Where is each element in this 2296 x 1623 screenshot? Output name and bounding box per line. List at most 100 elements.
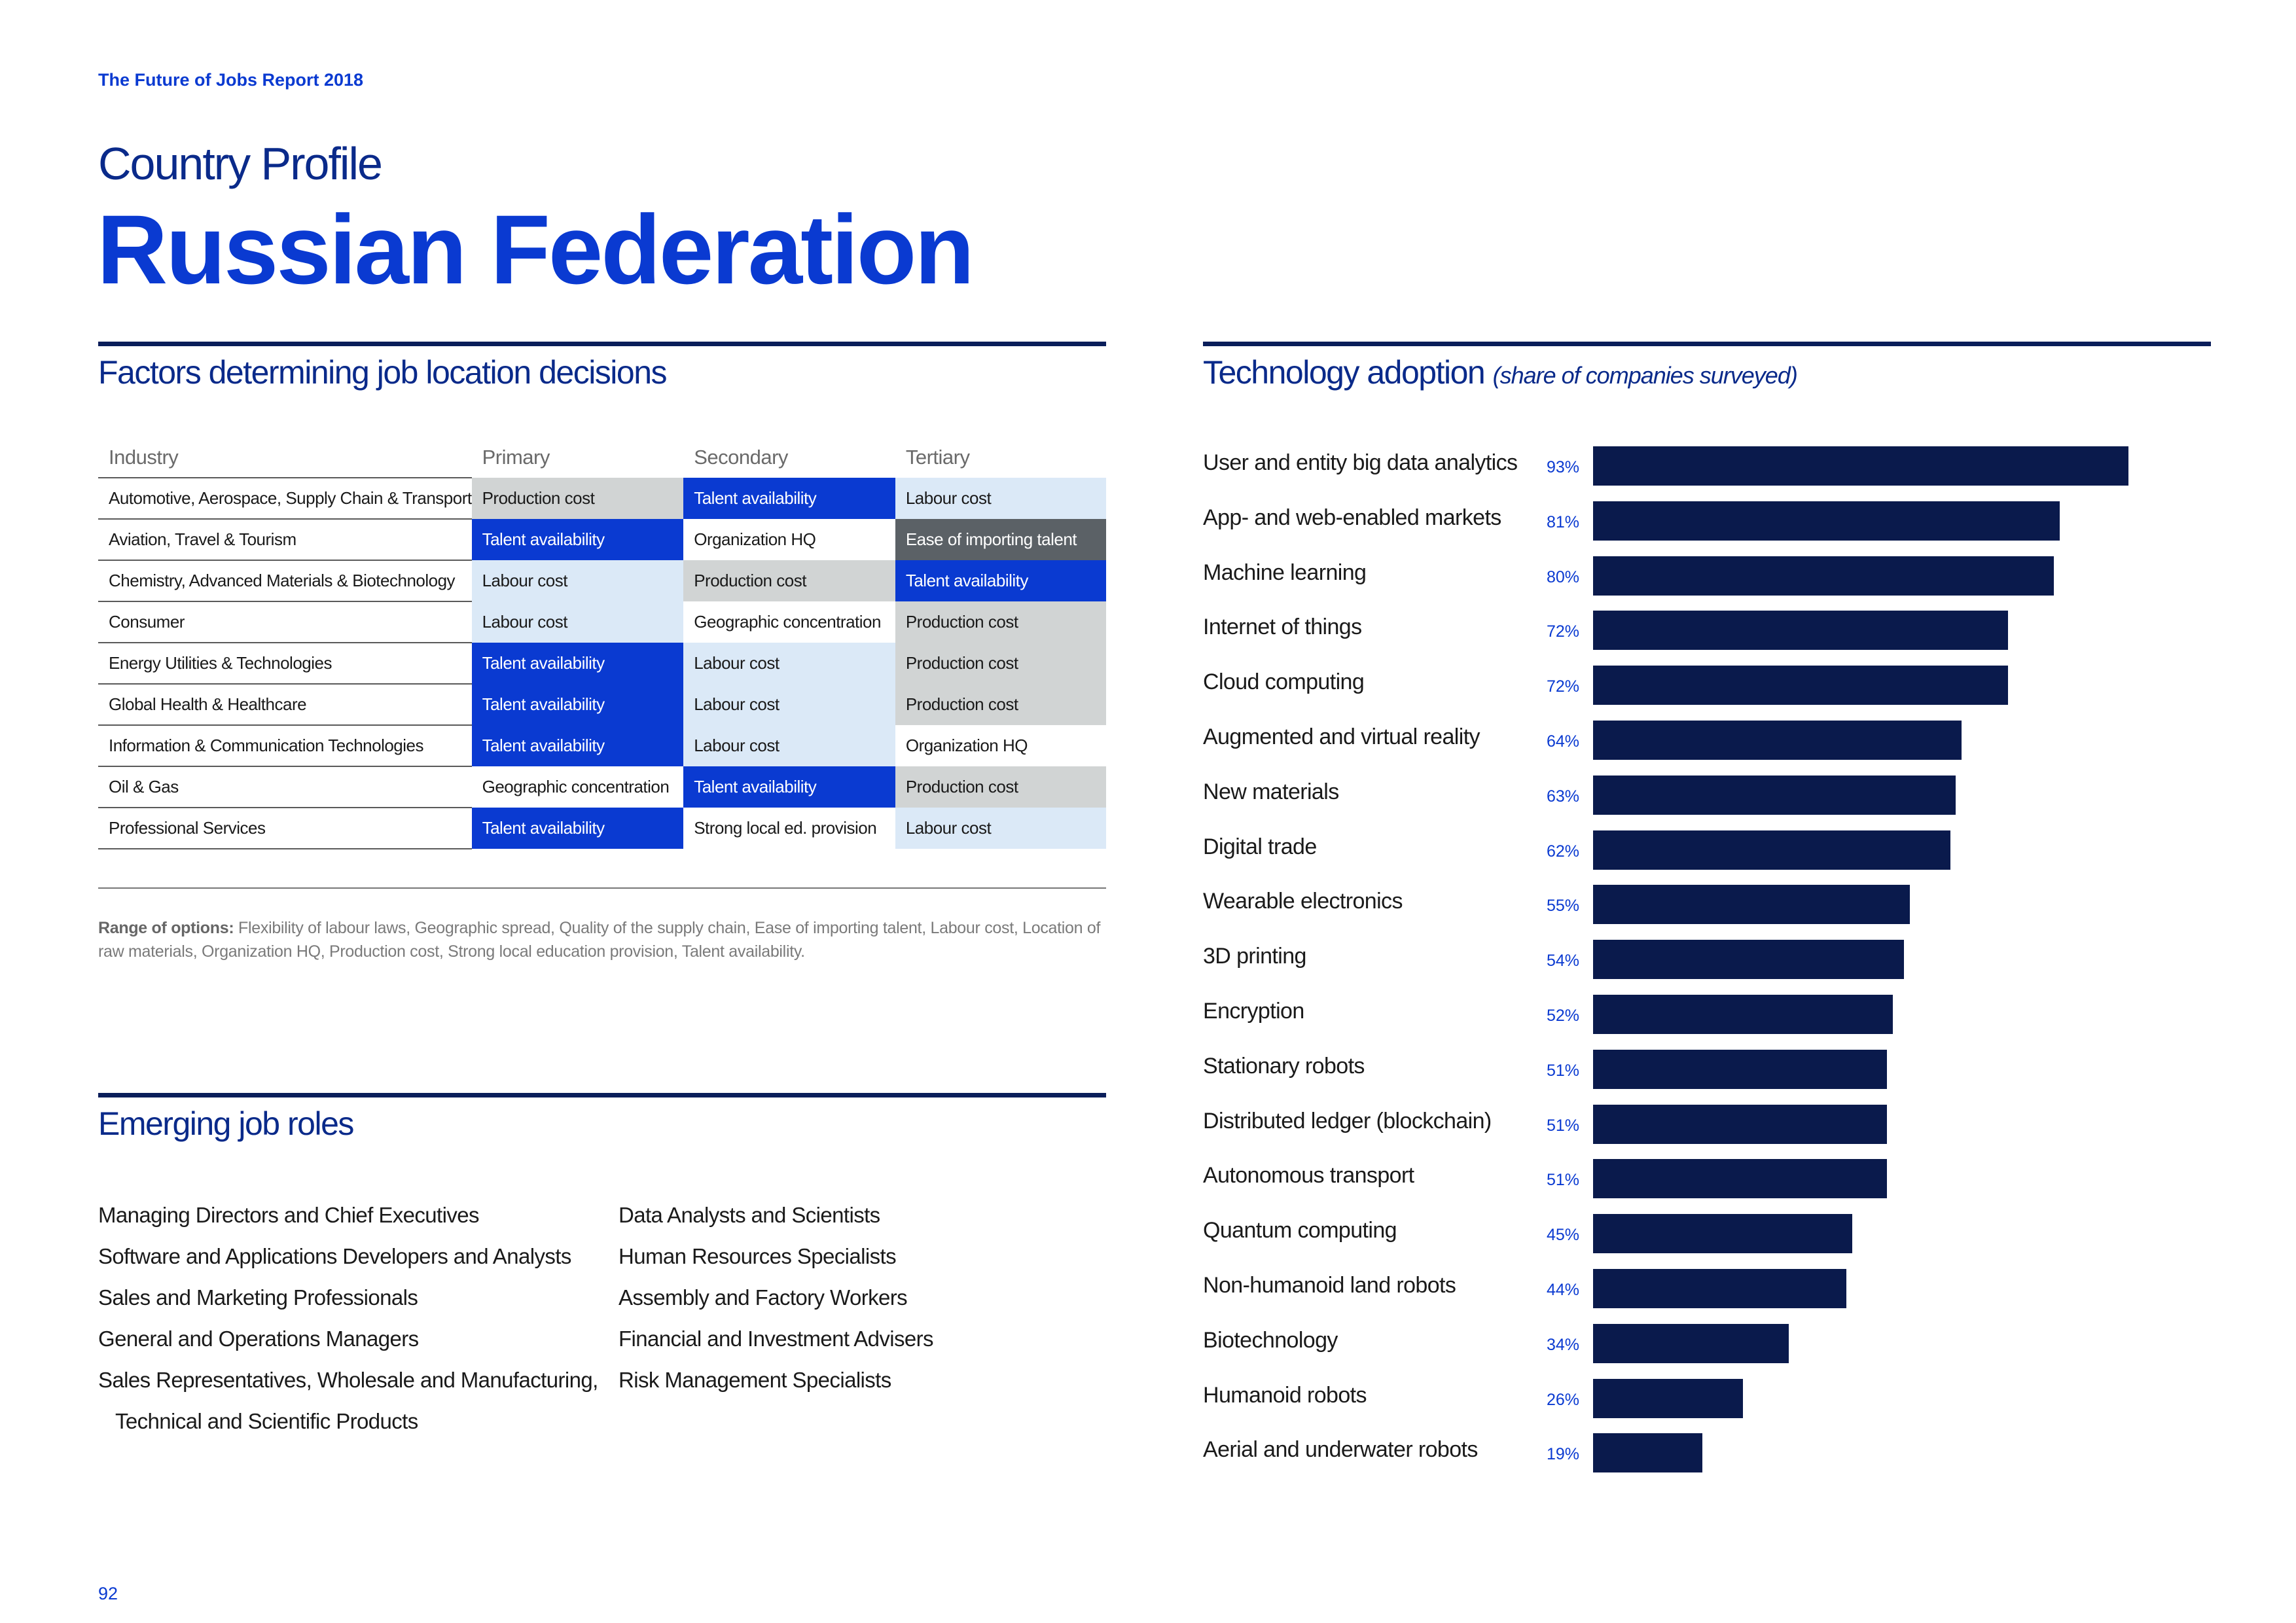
chart-row: App- and web-enabled markets 81% — [1203, 501, 2185, 541]
factors-rule — [98, 342, 1106, 346]
bar — [1593, 611, 2008, 650]
page-title: Russian Federation — [97, 194, 975, 304]
industry-cell: Information & Communication Technologies — [98, 724, 472, 766]
primary-cell: Talent availability — [471, 519, 684, 560]
secondary-cell: Labour cost — [683, 643, 895, 684]
secondary-cell: Labour cost — [683, 684, 895, 725]
bar-category-label: Distributed ledger (blockchain) — [1203, 1109, 1492, 1133]
bar-value-label: 51% — [1547, 1171, 1580, 1189]
primary-cell: Talent availability — [471, 643, 684, 684]
bar-category-label: 3D printing — [1203, 944, 1306, 969]
factors-divider — [98, 887, 1106, 889]
col-header-industry: Industry — [109, 445, 179, 469]
chart-row: Machine learning 80% — [1203, 556, 2185, 596]
bar — [1593, 501, 2060, 541]
tertiary-cell: Labour cost — [895, 478, 1106, 519]
primary-cell: Production cost — [471, 478, 684, 519]
bar-category-label: Non-humanoid land robots — [1203, 1273, 1456, 1298]
bar-category-label: User and entity big data analytics — [1203, 450, 1518, 475]
tech-title-main: Technology adoption — [1203, 354, 1486, 391]
chart-row: Encryption 52% — [1203, 995, 2185, 1034]
list-item: General and Operations Managers — [98, 1327, 419, 1351]
chart-row: New materials 63% — [1203, 776, 2185, 815]
chart-row: Internet of things 72% — [1203, 611, 2185, 650]
bar-category-label: Internet of things — [1203, 615, 1362, 639]
bar — [1593, 556, 2054, 596]
roles-list-left: Managing Directors and Chief Executives … — [98, 1194, 598, 1442]
range-label: Range of options: — [98, 919, 234, 937]
bar-value-label: 52% — [1547, 1007, 1580, 1025]
bar-value-label: 51% — [1547, 1061, 1580, 1080]
secondary-cell: Labour cost — [683, 725, 895, 766]
bar-category-label: Biotechnology — [1203, 1328, 1338, 1353]
chart-row: Augmented and virtual reality 64% — [1203, 721, 2185, 760]
table-row: Global Health & Healthcare Talent availa… — [98, 683, 1106, 725]
table-row: Information & Communication Technologies… — [98, 724, 1106, 766]
industry-cell: Global Health & Healthcare — [98, 683, 472, 725]
bar — [1593, 885, 1910, 924]
secondary-cell: Geographic concentration — [683, 601, 895, 643]
bar-value-label: 63% — [1547, 787, 1580, 806]
bar-value-label: 64% — [1547, 732, 1580, 751]
primary-cell: Labour cost — [471, 601, 684, 643]
industry-cell: Professional Services — [98, 807, 472, 849]
tech-subtitle: (share of companies surveyed) — [1492, 362, 1798, 389]
chart-row: Quantum computing 45% — [1203, 1214, 2185, 1253]
bar-category-label: Quantum computing — [1203, 1218, 1397, 1243]
chart-row: Aerial and underwater robots 19% — [1203, 1433, 2185, 1472]
chart-row: Humanoid robots 26% — [1203, 1379, 2185, 1418]
bar-value-label: 44% — [1547, 1281, 1580, 1299]
bar — [1593, 1433, 1702, 1472]
table-row: Automotive, Aerospace, Supply Chain & Tr… — [98, 477, 1106, 519]
table-row: Energy Utilities & Technologies Talent a… — [98, 642, 1106, 684]
bar — [1593, 721, 1962, 760]
range-text: Flexibility of labour laws, Geographic s… — [98, 919, 1101, 961]
chart-row: Stationary robots 51% — [1203, 1050, 2185, 1089]
chart-row: Cloud computing 72% — [1203, 666, 2185, 705]
bar-category-label: App- and web-enabled markets — [1203, 505, 1501, 530]
bar-category-label: Humanoid robots — [1203, 1383, 1367, 1408]
tertiary-cell: Production cost — [895, 643, 1106, 684]
chart-row: Wearable electronics 55% — [1203, 885, 2185, 924]
chart-row: 3D printing 54% — [1203, 940, 2185, 979]
secondary-cell: Organization HQ — [683, 519, 895, 560]
primary-cell: Talent availability — [471, 808, 684, 849]
secondary-cell: Talent availability — [683, 766, 895, 808]
bar-value-label: 51% — [1547, 1116, 1580, 1135]
industry-cell: Chemistry, Advanced Materials & Biotechn… — [98, 560, 472, 601]
industry-cell: Automotive, Aerospace, Supply Chain & Tr… — [98, 477, 472, 519]
bar — [1593, 1324, 1789, 1363]
tertiary-cell: Labour cost — [895, 808, 1106, 849]
bar — [1593, 1050, 1887, 1089]
list-item: Sales and Marketing Professionals — [98, 1285, 418, 1310]
bar — [1593, 830, 1950, 870]
col-header-secondary: Secondary — [694, 446, 788, 469]
primary-cell: Labour cost — [471, 560, 684, 601]
bar — [1593, 1269, 1846, 1308]
industry-cell: Consumer — [98, 601, 472, 643]
table-row: Professional Services Talent availabilit… — [98, 807, 1106, 849]
bar-value-label: 93% — [1547, 458, 1580, 476]
factors-title: Factors determining job location decisio… — [98, 354, 668, 391]
bar-category-label: Digital trade — [1203, 834, 1317, 859]
bar-category-label: Machine learning — [1203, 560, 1367, 585]
chart-row: Biotechnology 34% — [1203, 1324, 2185, 1363]
bar-value-label: 81% — [1547, 513, 1580, 531]
roles-rule — [98, 1093, 1106, 1097]
bar-category-label: Augmented and virtual reality — [1203, 724, 1480, 749]
bar-category-label: New materials — [1203, 779, 1339, 804]
list-item: Software and Applications Developers and… — [98, 1244, 571, 1268]
tech-title: Technology adoption (share of companies … — [1203, 353, 1798, 391]
bar-category-label: Autonomous transport — [1203, 1163, 1414, 1188]
bar-value-label: 72% — [1547, 677, 1580, 696]
bar-category-label: Wearable electronics — [1203, 889, 1403, 914]
table-row: Aviation, Travel & Tourism Talent availa… — [98, 518, 1106, 560]
primary-cell: Talent availability — [471, 725, 684, 766]
bar-value-label: 26% — [1547, 1391, 1580, 1409]
tertiary-cell: Production cost — [895, 766, 1106, 808]
bar-category-label: Cloud computing — [1203, 669, 1365, 694]
bar-value-label: 19% — [1547, 1445, 1580, 1463]
range-of-options-note: Range of options: Flexibility of labour … — [98, 916, 1106, 963]
list-item: Sales Representatives, Wholesale and Man… — [98, 1368, 598, 1392]
bar-category-label: Stationary robots — [1203, 1054, 1365, 1079]
